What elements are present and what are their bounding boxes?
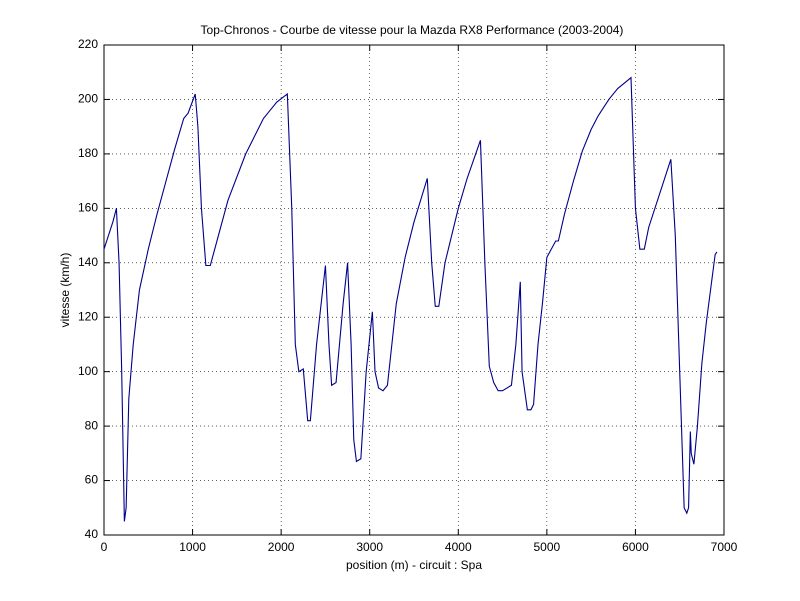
- plot-frame: [103, 44, 725, 536]
- y-tick-label: 200: [78, 92, 98, 106]
- y-tick-label: 220: [78, 37, 98, 51]
- y-tick-label: 160: [78, 201, 98, 215]
- y-axis-label: vitesse (km/h): [58, 253, 72, 328]
- speed-line: [103, 76, 718, 522]
- y-tick-label: 140: [78, 255, 98, 269]
- y-tick-label: 60: [85, 473, 99, 487]
- x-tick-label: 7000: [711, 540, 738, 554]
- x-tick-label: 1000: [179, 540, 206, 554]
- y-tick-label: 120: [78, 309, 98, 323]
- x-tick-label: 6000: [622, 540, 649, 554]
- x-tick-label: 3000: [356, 540, 383, 554]
- x-axis-label: position (m) - circuit : Spa: [346, 558, 482, 572]
- y-tick-label: 80: [85, 418, 99, 432]
- x-tick-label: 0: [101, 540, 108, 554]
- x-tick-label: 4000: [445, 540, 472, 554]
- y-tick-label: 40: [85, 527, 99, 541]
- chart-title: Top-Chronos - Courbe de vitesse pour la …: [201, 23, 624, 37]
- x-tick-label: 5000: [534, 540, 561, 554]
- plot-area: [104, 45, 724, 535]
- x-tick-label: 2000: [268, 540, 295, 554]
- y-tick-label: 100: [78, 364, 98, 378]
- y-tick-label: 180: [78, 146, 98, 160]
